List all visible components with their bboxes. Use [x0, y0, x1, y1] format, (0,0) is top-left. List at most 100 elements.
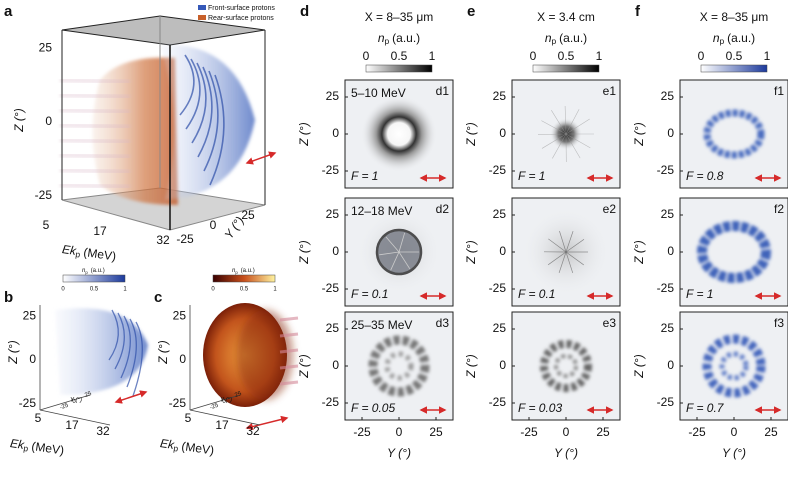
z-tick-label: 0 — [667, 244, 674, 258]
cloud-streak — [279, 380, 299, 386]
colorbar-title-unit: (a.u.) — [727, 31, 755, 45]
intensity-structure — [541, 120, 567, 135]
colorbar-title-sub: p — [552, 36, 557, 46]
y-axis-title: Y (°) — [70, 398, 82, 404]
y-tick-label: 25 — [84, 391, 93, 399]
z-axis-title: Z (°) — [632, 122, 646, 146]
colorbar-title: np (a.u.) — [378, 31, 420, 46]
colorbar — [700, 64, 768, 73]
y-tick-label: 0 — [72, 398, 78, 405]
ek-axis-title-main: Ek — [9, 436, 26, 452]
y-tick-label: -25 — [353, 425, 371, 439]
ek-axis-title: Ekp (MeV) — [9, 436, 65, 458]
z-tick-label: 25 — [326, 207, 340, 221]
subpanel-tag: f2 — [774, 202, 784, 216]
intensity-structure — [565, 109, 580, 135]
colorbar-title-sub: p — [720, 36, 725, 46]
legend-swatch — [198, 15, 206, 20]
fluence: F = 0.03 — [518, 401, 562, 415]
colorbar-tick-label: 1 — [273, 287, 277, 293]
z-tick-label: -25 — [322, 281, 340, 295]
colorbar-tick-label: 0.5 — [391, 49, 408, 63]
legend-entry: Front-surface protons — [208, 5, 275, 12]
colorbar-title-main: n — [713, 31, 720, 45]
subpanel-tag: d2 — [436, 202, 450, 216]
colorbar-tick-label: 1 — [429, 49, 436, 63]
column-header: X = 8–35 μm — [700, 10, 769, 24]
intensity-map — [703, 109, 765, 159]
ek-axis-title-main: Ek — [61, 242, 78, 258]
colorbar-title-unit: (a.u.) — [91, 268, 105, 274]
z-tick-label: -25 — [657, 281, 675, 295]
colorbar — [212, 274, 276, 283]
y-axis-title: Y (°) — [554, 446, 578, 460]
colorbar-tick-label: 0.5 — [726, 49, 743, 63]
ek-axis-title-unit: (MeV) — [31, 439, 65, 457]
frame-line — [189, 409, 261, 426]
energy-range: 25–35 MeV — [351, 318, 412, 332]
z-tick-label: 0 — [499, 358, 506, 372]
z-axis-title: Z (°) — [297, 122, 311, 146]
polarization-arrow — [245, 415, 289, 431]
front-structure — [197, 66, 213, 158]
z-axis-title: Z (°) — [464, 354, 478, 378]
intensity-structure — [558, 251, 567, 273]
colorbar-tick-label: 0.5 — [558, 49, 575, 63]
z-axis-title: Z (°) — [632, 240, 646, 264]
colorbar-tick-label: 0.5 — [90, 287, 99, 293]
y-tick-label: 25 — [429, 425, 443, 439]
z-tick-label: 25 — [326, 321, 340, 335]
z-tick-label: -25 — [322, 163, 340, 177]
cloud-streak — [59, 107, 131, 115]
ek-axis-title-main: Ek — [159, 436, 176, 452]
colorbar-tick-label: 0 — [61, 287, 65, 293]
y-tick-label: -25 — [209, 403, 220, 412]
ek-axis-title: Ekp (MeV) — [61, 242, 117, 264]
ek-tick-label: 5 — [185, 411, 192, 425]
ek-axis-title-sub: p — [173, 443, 179, 454]
ek-axis-title-unit: (MeV) — [181, 439, 215, 457]
intensity-structure — [548, 238, 567, 253]
ek-tick-label: 5 — [35, 411, 42, 425]
colorbar — [532, 64, 600, 73]
fluence: F = 0.05 — [351, 401, 395, 415]
ek-axis-title-sub: p — [23, 443, 29, 454]
panel-label: f — [635, 3, 641, 20]
panel-label: e — [467, 3, 475, 20]
z-tick-label: -25 — [657, 163, 675, 177]
rear-cloud-shade — [237, 310, 293, 400]
z-axis-title: Z (°) — [12, 108, 26, 132]
ek-axis-title-unit: (MeV) — [83, 245, 117, 263]
z-tick-label: 25 — [493, 89, 507, 103]
z-axis-title: Z (°) — [156, 340, 170, 364]
z-axis-title: Z (°) — [464, 122, 478, 146]
colorbar-tick-label: 1 — [764, 49, 771, 63]
front-structure — [120, 315, 131, 379]
panel-label: d — [300, 3, 309, 20]
y-tick-label: -25 — [59, 403, 70, 412]
intensity-structure — [565, 133, 591, 149]
intensity-structure — [552, 133, 567, 159]
cloud-streak — [59, 77, 131, 85]
z-tick-label: 25 — [493, 207, 507, 221]
cloud-streak — [59, 92, 131, 100]
front-structure — [203, 70, 219, 172]
cloud-streak — [279, 332, 299, 338]
intensity-structure — [565, 239, 585, 253]
colorbar-tick-label: 1 — [596, 49, 603, 63]
y-tick-label: 25 — [764, 425, 778, 439]
intensity-map — [697, 221, 771, 283]
ek-tick-label: 17 — [65, 418, 79, 432]
intensity-map — [702, 334, 766, 398]
z-tick-label: -25 — [657, 395, 675, 409]
intensity-structure — [565, 133, 581, 159]
ek-tick-label: 32 — [156, 233, 170, 247]
z-axis-title: Z (°) — [297, 354, 311, 378]
intensity-structure — [390, 251, 400, 271]
z-tick-label: 0 — [667, 358, 674, 372]
colorbar-title: np (a.u.) — [545, 31, 587, 46]
y-tick-label: 0 — [210, 218, 217, 232]
colorbar-tick-label: 0 — [530, 49, 537, 63]
front-structure — [179, 54, 195, 116]
intensity-structure — [559, 230, 567, 253]
